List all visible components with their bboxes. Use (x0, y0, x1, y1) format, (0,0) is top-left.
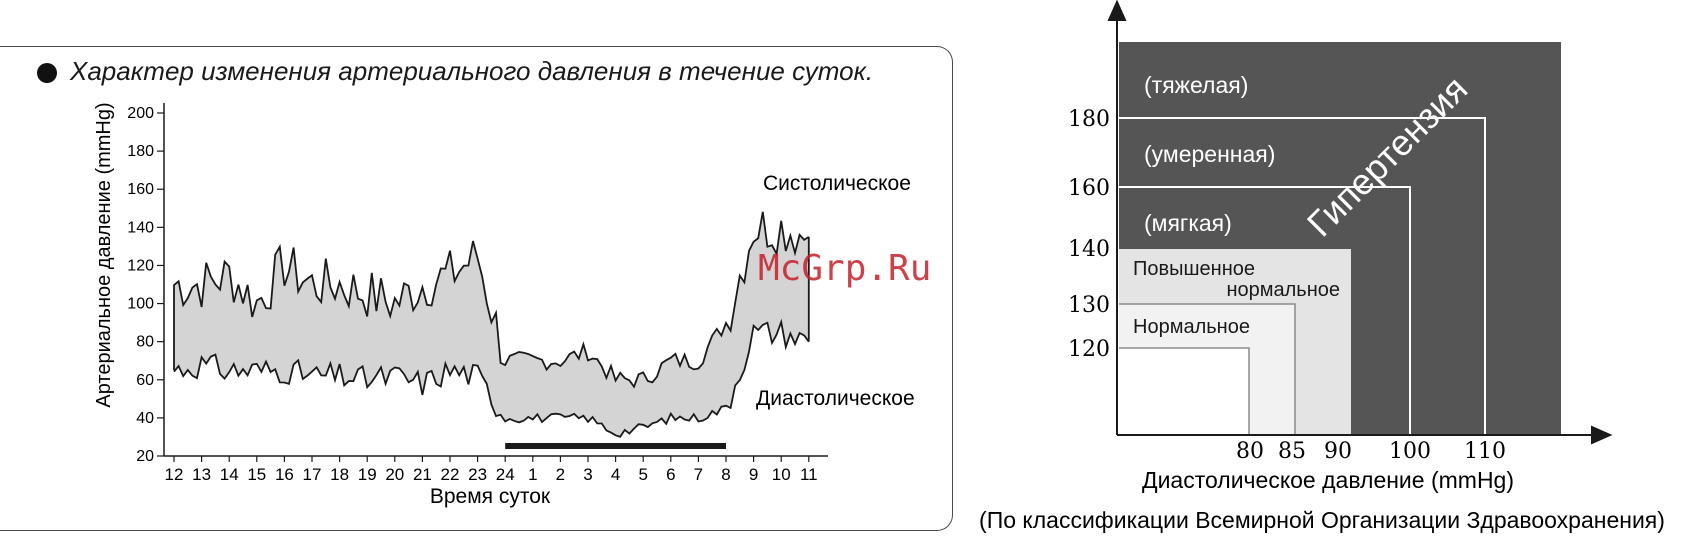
x-tick-label: 11 (800, 465, 818, 484)
chart-panel-frame (0, 46, 953, 531)
right-x-tick-90: 90 (1324, 439, 1352, 464)
zone-label-mild: (мягкая) (1144, 210, 1232, 236)
x-tick-label: 3 (583, 465, 592, 484)
right-x-tick-80: 80 (1236, 439, 1264, 464)
x-tick-label: 13 (192, 465, 211, 484)
systolic-label: Систолическое (763, 172, 911, 195)
y-tick-label: 120 (127, 257, 154, 274)
y-tick-label: 80 (136, 334, 154, 351)
right-y-tick-180: 180 (1068, 107, 1110, 132)
x-tick-label: 15 (247, 465, 266, 484)
left-chart-title: Характер изменения артериального давлени… (70, 56, 874, 86)
classification-footnote: (По классификации Всемирной Организации … (979, 507, 1665, 533)
x-tick-label: 7 (694, 465, 703, 484)
left-plot (173, 211, 810, 449)
bullet-icon (37, 63, 57, 83)
right-y-tick-140: 140 (1068, 237, 1110, 262)
y-tick-label: 60 (136, 372, 154, 389)
right-y-tick-160: 160 (1068, 176, 1110, 201)
y-tick-label: 20 (136, 448, 154, 465)
sleep-period-bar (505, 443, 726, 449)
x-tick-label: 24 (496, 465, 515, 484)
right-axes (1107, 0, 1613, 445)
x-tick-label: 18 (330, 465, 349, 484)
zone-label-moderate: (умеренная) (1144, 141, 1275, 167)
y-tick-label: 200 (127, 105, 154, 122)
right-x-axis-label: Диастолическое давление (mmHg) (1142, 467, 1514, 493)
x-tick-label: 4 (611, 465, 620, 484)
x-tick-label: 16 (275, 465, 294, 484)
zone-label-severe: (тяжелая) (1144, 72, 1248, 98)
y-tick-label: 100 (127, 296, 154, 313)
y-tick-label: 160 (127, 181, 154, 198)
right-x-tick-85: 85 (1278, 439, 1306, 464)
x-tick-label: 22 (441, 465, 460, 484)
x-tick-label: 10 (772, 465, 791, 484)
x-tick-label: 5 (638, 465, 647, 484)
normal-zone-lines (1119, 303, 1296, 435)
x-tick-label: 2 (556, 465, 565, 484)
left-y-axis-label: Артериальное давление (mmHg) (93, 102, 115, 407)
zone-label-high-normal-2: нормальное (1226, 279, 1340, 301)
x-tick-label: 14 (220, 465, 239, 484)
x-tick-label: 6 (666, 465, 675, 484)
zone-optimal (1119, 348, 1249, 435)
hypertension-grade-lines (1119, 117, 1486, 435)
x-tick-label: 23 (468, 465, 487, 484)
zone-label-high-normal-1: Повышенное (1133, 258, 1255, 280)
x-tick-label: 1 (528, 465, 537, 484)
x-tick-label: 20 (385, 465, 404, 484)
x-tick-label: 8 (721, 465, 730, 484)
y-tick-label: 140 (127, 219, 154, 236)
x-tick-label: 19 (358, 465, 377, 484)
y-tick-label: 180 (127, 143, 154, 160)
right-x-tick-110: 110 (1464, 439, 1506, 464)
y-tick-label: 40 (136, 410, 154, 427)
diastolic-series-line (173, 318, 810, 438)
x-tick-label: 9 (749, 465, 758, 484)
diastolic-label: Диастолическое (756, 387, 915, 410)
watermark-text: McGrp.Ru (758, 248, 932, 289)
right-y-tick-130: 130 (1068, 293, 1110, 318)
systolic-series-line (173, 211, 810, 389)
left-x-axis-label: Время суток (430, 485, 551, 508)
right-x-tick-100: 100 (1389, 439, 1431, 464)
x-tick-label: 12 (165, 465, 184, 484)
right-y-tick-120: 120 (1068, 337, 1110, 362)
x-tick-label: 21 (413, 465, 432, 484)
zone-label-normal: Нормальное (1133, 316, 1250, 338)
x-tick-label: 17 (303, 465, 322, 484)
